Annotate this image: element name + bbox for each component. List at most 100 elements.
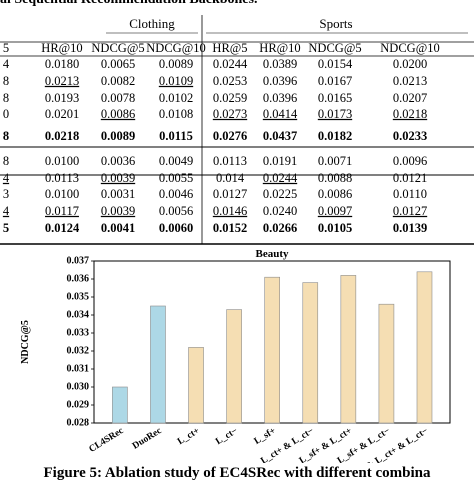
table-cell: 0.0414 [263,107,298,121]
x-tick-label: L_sf+ [253,426,278,447]
table-cell: 0.0240 [263,204,297,218]
table-cell: 0.0389 [263,57,297,71]
group-header-clothing: Clothing [129,16,175,31]
y-tick-label: 0.031 [67,363,90,374]
bar [378,303,395,424]
table-cell: 0.0165 [318,91,352,105]
table-cell: 0.0193 [45,91,79,105]
table-cell: 0.0115 [159,129,193,143]
table-cell: 0.0200 [393,57,427,71]
column-header: NDCG@10 [380,41,439,55]
table-cell: 8 [3,129,9,143]
column-header: HR@10 [41,41,82,55]
table-cell: 0.0089 [159,57,193,71]
table-cell: 0.0182 [318,129,352,143]
table-cell: 0.0102 [159,91,193,105]
table-cell: 0.0113 [45,171,79,185]
table-cell: 0.0180 [45,57,79,71]
column-header: HR@5 [212,41,247,55]
table-cell: 0.0110 [393,187,427,201]
y-tick-label: 0.035 [67,291,90,302]
table-cell: 0.0108 [159,107,193,121]
y-tick-label: 0.028 [67,417,90,428]
table-cell: 8 [3,91,9,105]
table-cell: 0.0086 [101,107,135,121]
figure-caption: Figure 5: Ablation study of EC4SRec with… [43,465,431,481]
x-tick-label: CL4SRec [88,426,126,455]
table-cell: 0.0276 [213,129,247,143]
table-cell: 0 [3,107,9,121]
table-cell: 0.0060 [159,221,193,235]
column-header: NDCG@10 [146,41,205,55]
table-cell: 0.0096 [393,154,427,168]
table-cell: 0.0146 [213,204,247,218]
table-cell: 0.0225 [263,187,297,201]
table-cell: 0.0127 [393,204,427,218]
column-header: NDCG@5 [91,41,144,55]
y-tick-label: 0.036 [67,273,90,284]
table-cell: 0.0039 [101,204,135,218]
table-cell: 0.0113 [213,154,247,168]
table-cell: 0.0167 [318,74,352,88]
group-header-sports: Sports [319,16,352,31]
table-cell: 0.0244 [213,57,248,71]
table-cell: 0.0086 [318,187,352,201]
table-cell: 0.0100 [45,154,79,168]
table-cell: 0.0259 [213,91,247,105]
bar [416,271,433,424]
table-cell: 8 [3,154,9,168]
y-tick-label: 0.030 [67,381,90,392]
column-header: HR@10 [259,41,300,55]
table-cell: 0.0046 [159,187,193,201]
table-cell: 0.0191 [263,154,297,168]
table-cell: 0.0396 [263,74,297,88]
table-cell: 0.0109 [159,74,193,88]
y-tick-label: 0.037 [67,255,90,266]
table-cell: 0.0089 [101,129,135,143]
bar [112,386,128,424]
bar [264,276,280,424]
table-cell: 0.0100 [45,187,79,201]
table-cell: 0.0396 [263,91,297,105]
y-tick-label: 0.029 [67,399,90,410]
bar [302,282,319,424]
table-cell: 0.0088 [318,171,352,185]
y-axis-label: NDCG@5 [20,320,31,364]
table-cell: 0.0273 [213,107,247,121]
table-cell: 0.0039 [101,171,135,185]
table-cell: 0.0207 [393,91,427,105]
table-cell: 0.0097 [318,204,352,218]
table-cell: 0.0266 [263,221,297,235]
table-caption: al Sequential Recommendation Backbones. [0,0,474,9]
column-header: NDCG@5 [308,41,361,55]
table-cell: 0.0437 [263,129,297,143]
table-cell: 0.0213 [393,74,427,88]
table-cell: 0.0121 [393,171,427,185]
bar [150,305,166,424]
x-tick-label: DuoRec [131,426,164,452]
column-header: 5 [3,41,9,55]
x-tick-label: L_ct− [214,426,240,447]
chart-title: Beauty [256,248,290,260]
table-cell: 0.0124 [45,221,80,235]
ndcg-bar-chart: Beauty 0.028 0.029 0.030 0.031 0.032 0.033 0.03… [20,248,451,463]
bar [340,275,357,424]
table-cell: 0.0117 [45,204,79,218]
y-tick-label: 0.033 [67,327,90,338]
y-tick-label: 0.032 [67,345,90,356]
table-cell: 0.0127 [213,187,247,201]
table-cell: 4 [3,204,10,218]
table-cell: 0.0036 [101,154,135,168]
table-cell: 0.0071 [318,154,352,168]
table-cell: 0.0154 [318,57,353,71]
table-cell: 5 [3,221,9,235]
table-cell: 0.0078 [101,91,135,105]
table-cell: 0.0218 [45,129,79,143]
table-cell: 0.0065 [101,57,135,71]
table-cell: 0.0244 [263,171,298,185]
table-cell: 0.0105 [318,221,352,235]
table-cell: 0.0056 [159,204,193,218]
table-cell: 0.0218 [393,107,427,121]
table-cell: 0.0031 [101,187,135,201]
